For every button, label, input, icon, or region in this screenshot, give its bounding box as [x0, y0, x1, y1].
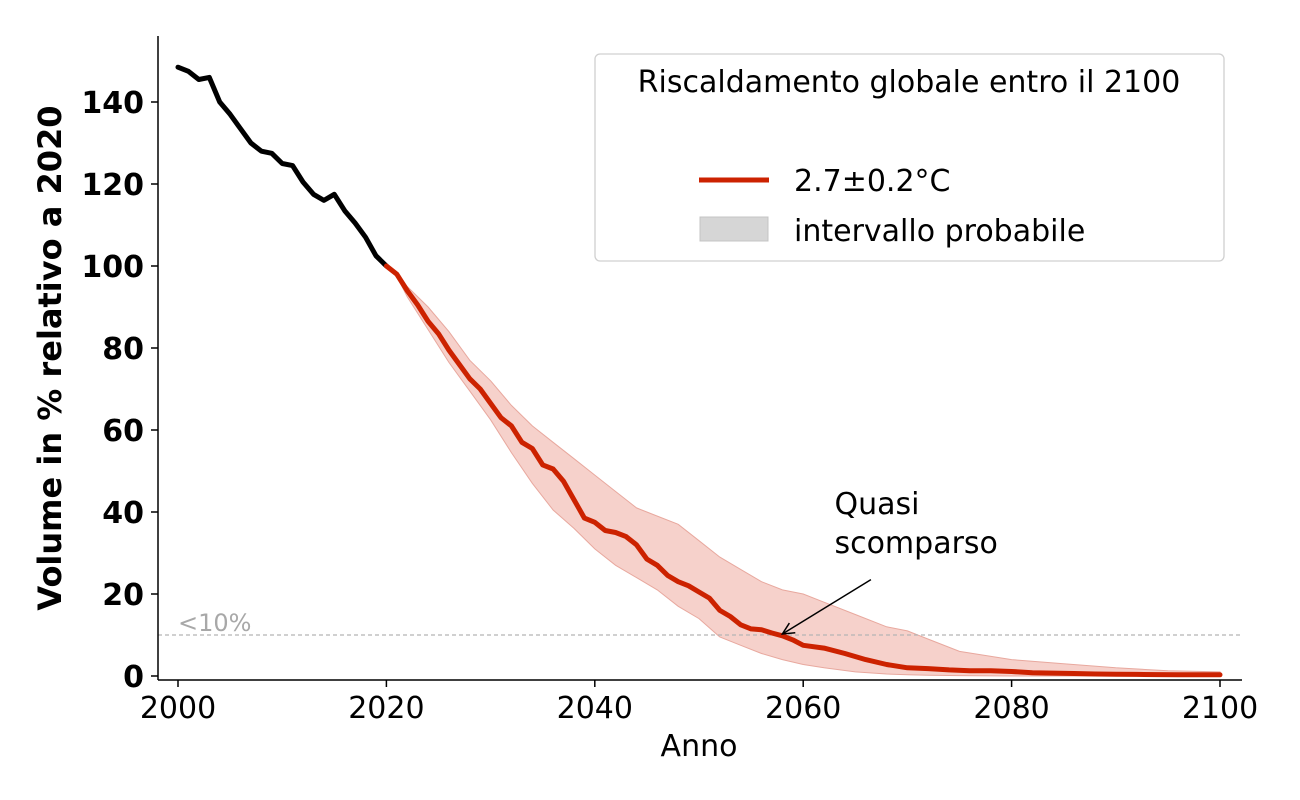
annotation-arrow: [781, 579, 872, 635]
y-tick-label: 20: [102, 578, 144, 613]
plot-area: <10% Quasi scomparso: [158, 64, 1242, 678]
x-tick-label: 2000: [140, 691, 216, 726]
legend-band-swatch: [699, 216, 769, 242]
y-tick-group: 0 20 40 60 80 100 120 140: [81, 86, 158, 695]
annotation-text-line-2: scomparso: [834, 526, 997, 561]
x-tick-label: 2100: [1182, 691, 1258, 726]
y-tick-label: 60: [102, 414, 144, 449]
x-tick-label: 2020: [348, 691, 424, 726]
y-tick-label: 100: [81, 250, 144, 285]
x-axis-title: Anno: [661, 729, 738, 764]
threshold-label: <10%: [178, 609, 251, 637]
annotation-arrowhead: [780, 622, 796, 635]
x-tick-label: 2040: [557, 691, 633, 726]
legend: Riscaldamento globale entro il 2100 2.7±…: [594, 53, 1225, 262]
legend-frame: [594, 53, 1225, 262]
annotation: Quasi scomparso: [780, 487, 998, 635]
y-axis-title: Volume in % relativo a 2020: [31, 105, 69, 610]
x-tick-group: 2000 2020 2040 2060 2080 2100: [140, 680, 1258, 726]
x-tick-label: 2060: [765, 691, 841, 726]
y-tick-label: 0: [123, 660, 144, 695]
annotation-text-line-1: Quasi: [834, 487, 919, 522]
legend-title: Riscaldamento globale entro il 2100: [638, 65, 1181, 100]
y-tick-label: 80: [102, 332, 144, 367]
y-tick-label: 120: [81, 168, 144, 203]
legend-label-band: intervallo probabile: [794, 214, 1085, 249]
x-tick-label: 2080: [973, 691, 1049, 726]
likely-range-band: [396, 270, 1221, 677]
legend-label-projection: 2.7±0.2°C: [794, 164, 951, 199]
y-tick-label: 40: [102, 496, 144, 531]
observed-series-line: [175, 64, 389, 269]
projection-series-line: [383, 263, 1223, 678]
y-tick-label: 140: [81, 86, 144, 121]
